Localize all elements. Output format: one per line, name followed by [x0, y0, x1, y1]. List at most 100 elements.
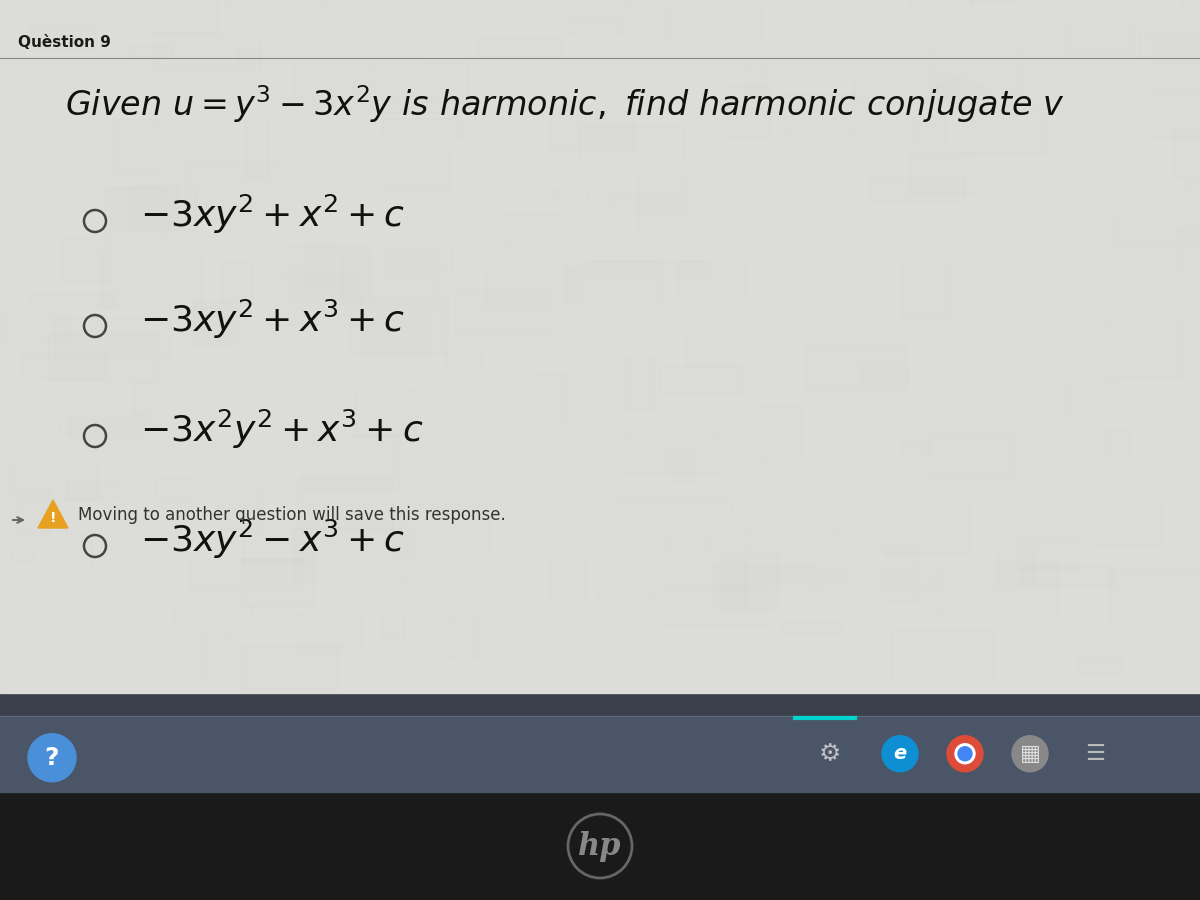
Bar [444, 351, 484, 367]
Bar [697, 442, 776, 453]
Bar [36, 372, 145, 415]
Bar [174, 603, 252, 621]
Bar [77, 71, 160, 120]
Bar [131, 184, 179, 227]
Bar [926, 432, 1015, 478]
Bar [67, 480, 120, 499]
Bar [418, 62, 468, 102]
Bar [538, 374, 566, 421]
Bar [547, 502, 632, 526]
Bar [1154, 40, 1200, 63]
Bar [1, 314, 71, 341]
Bar [686, 338, 733, 364]
Bar [161, 469, 211, 500]
Bar [1174, 129, 1200, 176]
Bar [0, 693, 1200, 716]
Bar [382, 118, 462, 140]
Bar [106, 188, 167, 237]
Bar [940, 601, 1008, 635]
Bar [43, 382, 110, 403]
Bar [330, 65, 368, 78]
Bar [690, 0, 780, 2]
Bar [48, 334, 157, 382]
Bar [17, 490, 50, 534]
Bar [1139, 32, 1200, 58]
Bar [565, 259, 662, 302]
Bar [1066, 379, 1117, 419]
Bar [617, 69, 683, 99]
Bar [997, 547, 1036, 587]
Bar [842, 218, 928, 244]
Bar [1020, 420, 1091, 457]
Bar [392, 503, 490, 556]
Bar [22, 352, 104, 379]
Bar [547, 514, 598, 553]
Bar [30, 25, 95, 50]
Bar [1184, 180, 1200, 195]
Bar [563, 533, 601, 589]
Text: ▦: ▦ [1020, 743, 1040, 764]
Bar [235, 419, 334, 478]
Bar [66, 533, 92, 572]
Bar [1024, 507, 1050, 531]
Text: e: e [893, 744, 907, 763]
Bar [1004, 576, 1124, 619]
Bar [551, 111, 634, 149]
Bar [746, 63, 767, 98]
Bar [623, 431, 720, 474]
Bar [659, 366, 742, 394]
Bar [522, 0, 631, 5]
Bar [151, 0, 218, 33]
Bar [882, 500, 971, 553]
Bar [362, 242, 418, 256]
Bar [361, 297, 448, 355]
Text: $-3x^2y^2+x^3+c$: $-3x^2y^2+x^3+c$ [140, 408, 424, 451]
Bar [0, 0, 1200, 693]
Bar [794, 264, 893, 307]
Bar [280, 272, 360, 325]
Bar [721, 552, 778, 610]
Bar [54, 317, 170, 359]
Bar [727, 86, 770, 138]
Bar [494, 370, 536, 410]
Text: hp: hp [578, 831, 622, 861]
Bar [622, 316, 694, 353]
Bar [590, 262, 703, 277]
Text: ⚙: ⚙ [818, 742, 841, 766]
Bar [767, 668, 886, 691]
Bar [852, 76, 960, 103]
Text: ?: ? [44, 746, 59, 769]
Bar [1190, 631, 1200, 690]
Bar [804, 345, 907, 390]
Bar [298, 478, 392, 529]
Bar [607, 192, 685, 211]
Bar [900, 441, 932, 453]
Bar [245, 119, 268, 177]
Bar [1105, 429, 1130, 456]
Bar [439, 422, 498, 466]
Bar [290, 246, 368, 299]
Bar [294, 526, 408, 581]
Bar [30, 293, 113, 308]
Bar [248, 0, 281, 40]
Bar [449, 345, 534, 398]
Bar [550, 562, 586, 604]
Bar [383, 147, 449, 190]
Text: $-3xy^2+x^3+c$: $-3xy^2+x^3+c$ [140, 298, 404, 341]
Bar [445, 92, 546, 118]
Bar [484, 268, 576, 303]
Text: $-3xy^2-x^3+c$: $-3xy^2-x^3+c$ [140, 518, 404, 562]
Bar [580, 125, 684, 160]
Bar [748, 152, 847, 173]
Bar [990, 456, 1056, 489]
Bar [61, 238, 110, 281]
Circle shape [947, 736, 983, 772]
Text: Moving to another question will save this response.: Moving to another question will save thi… [78, 506, 505, 524]
Text: !: ! [49, 511, 56, 525]
Bar [193, 301, 229, 346]
Bar [929, 43, 1022, 94]
Bar [713, 561, 746, 606]
Bar [13, 530, 85, 548]
Bar [820, 478, 872, 535]
Bar [624, 356, 654, 410]
